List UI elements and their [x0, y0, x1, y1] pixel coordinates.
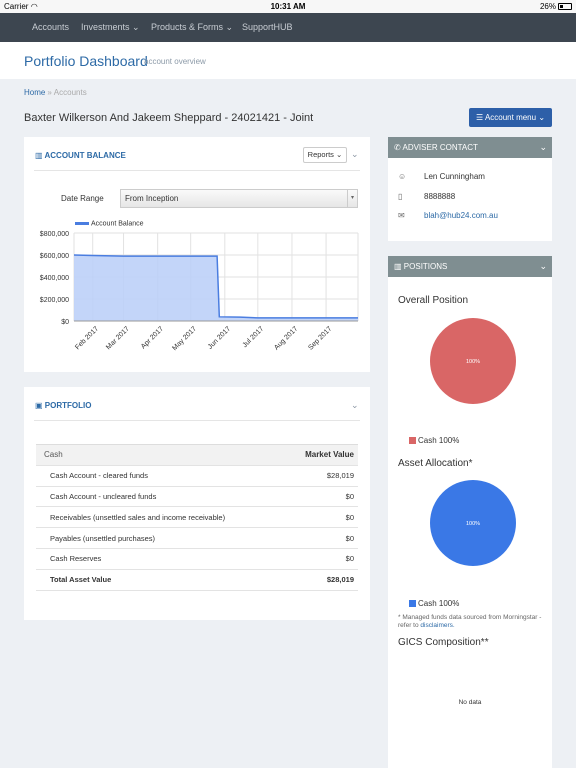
account-menu-button[interactable]: ☰ Account menu ⌄ [469, 108, 552, 127]
disclaimers-link[interactable]: disclaimers. [420, 622, 455, 629]
nav-investments[interactable]: Investments ⌄ [81, 22, 140, 32]
account-balance-panel [24, 137, 370, 372]
adviser-name-row: ☺ Len Cunningham [398, 172, 485, 181]
overall-position-title: Overall Position [398, 295, 469, 306]
table-row: Cash Reserves $0 [36, 548, 358, 570]
date-range-select[interactable]: From Inception ▾ [120, 189, 358, 208]
breadcrumb-current: Accounts [53, 88, 87, 97]
table-row: Receivables (unsettled sales and income … [36, 506, 358, 529]
chevron-down-icon[interactable]: ⌄ [539, 261, 547, 271]
table-row: Cash Account - cleared funds $28,019 [36, 465, 358, 487]
overall-position-legend: Cash 100% [409, 436, 459, 445]
account-balance-collapse-icon[interactable]: ⌄ [351, 149, 359, 159]
battery-icon [558, 3, 572, 10]
mobile-phone-icon: ▯ [398, 192, 403, 201]
breadcrumb-separator: » [47, 88, 52, 97]
asset-allocation-title: Asset Allocation* [398, 458, 473, 469]
chevron-down-icon: ⌄ [538, 113, 546, 122]
cash-header: Cash [36, 444, 285, 466]
total-row: Total Asset Value $28,019 [36, 569, 358, 591]
top-navbar: Accounts Investments ⌄ Products & Forms … [0, 13, 576, 42]
breadcrumb: Home» Accounts [24, 88, 87, 97]
account-balance-title: ▥ ACCOUNT BALANCE [35, 151, 126, 160]
legend-swatch [409, 600, 416, 607]
account-name: Baxter Wilkerson And Jakeem Sheppard - 2… [24, 112, 314, 124]
nav-supporthub[interactable]: SupportHUB [242, 22, 293, 32]
nav-accounts[interactable]: Accounts [32, 22, 70, 32]
table-row: Cash Account - uncleared funds $0 [36, 486, 358, 508]
reports-button[interactable]: Reports ⌄ [303, 147, 347, 163]
portfolio-collapse-icon[interactable]: ⌄ [351, 400, 359, 410]
page-subtitle: account overview [144, 57, 206, 66]
panel-divider [34, 170, 360, 171]
page-title: Portfolio Dashboard [24, 53, 148, 69]
adviser-contact-header[interactable]: ✆ ADVISER CONTACT ⌄ [388, 137, 552, 158]
date-range-label: Date Range [61, 194, 104, 203]
phone-handset-icon: ✆ [394, 143, 401, 152]
market-value-header: Market Value [284, 444, 358, 466]
briefcase-icon: ▣ [35, 401, 43, 410]
portfolio-table: Cash Market Value Cash Account - cleared… [36, 444, 358, 591]
table-row: Payables (unsettled purchases) $0 [36, 527, 358, 549]
clock: 10:31 AM [270, 2, 306, 11]
menu-icon: ☰ [475, 113, 484, 122]
table-header-row: Cash Market Value [36, 444, 358, 466]
panel-divider [34, 420, 360, 421]
wifi-icon: ◠ [30, 2, 38, 11]
user-icon: ☺ [398, 172, 407, 181]
positions-header[interactable]: ▥ POSITIONS ⌄ [388, 256, 552, 277]
asset-allocation-legend: Cash 100% [409, 599, 459, 608]
caret-down-icon: ⌄ [336, 150, 343, 159]
battery-indicator: 26% [540, 2, 572, 11]
positions-panel [388, 277, 552, 768]
adviser-phone-row: ▯ 8888888 [398, 192, 456, 201]
breadcrumb-home[interactable]: Home [24, 88, 46, 97]
bar-chart-icon: ▥ [35, 151, 43, 160]
select-arrow-icon: ▾ [347, 190, 357, 207]
nav-products-forms[interactable]: Products & Forms ⌄ [151, 22, 234, 32]
bar-chart-icon: ▥ [394, 262, 402, 271]
portfolio-title: ▣ PORTFOLIO [35, 401, 92, 410]
page-header: Portfolio Dashboard account overview [0, 42, 576, 79]
status-bar: Carrier ◠ 10:31 AM 26% [0, 0, 576, 13]
chevron-down-icon[interactable]: ⌄ [539, 142, 547, 152]
adviser-email-link[interactable]: blah@hub24.com.au [424, 211, 498, 220]
adviser-email-row: ✉ blah@hub24.com.au [398, 211, 498, 220]
carrier-label: Carrier ◠ [4, 2, 38, 11]
adviser-contact-panel [388, 158, 552, 241]
gics-composition-title: GICS Composition** [398, 637, 489, 648]
envelope-icon: ✉ [398, 211, 405, 220]
legend-swatch [409, 437, 416, 444]
disclaimer-text: * Managed funds data sourced from Mornin… [398, 614, 542, 629]
gics-no-data: No data [458, 699, 482, 706]
